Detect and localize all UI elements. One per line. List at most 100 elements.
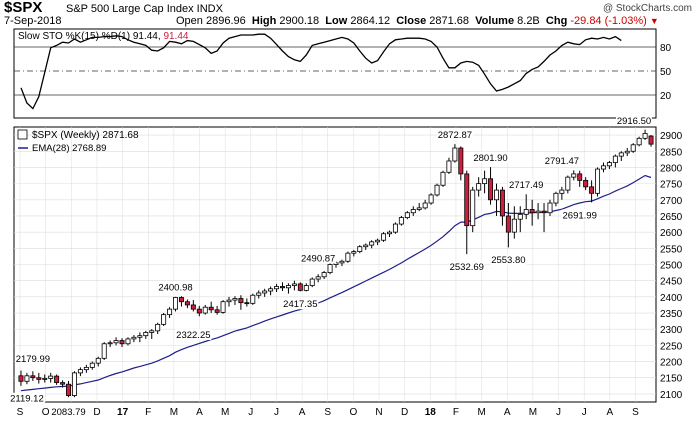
candle-body xyxy=(392,223,398,233)
candle-body xyxy=(190,304,196,310)
volume-value: 8.2B xyxy=(517,15,540,27)
candle-body xyxy=(571,173,577,178)
price-legend-swatch xyxy=(17,129,28,140)
candle-body xyxy=(95,357,101,364)
candle-body xyxy=(494,189,499,201)
candle-body xyxy=(101,343,107,359)
x-axis-label: 18 xyxy=(425,407,437,418)
candle-body xyxy=(422,202,428,209)
candle-body xyxy=(89,362,95,368)
x-axis-label: J xyxy=(274,407,279,418)
x-axis-label: M xyxy=(529,407,537,418)
chg-value: -29.84 (-1.03%) xyxy=(570,15,647,27)
candle-body xyxy=(24,375,30,382)
candle-body xyxy=(42,377,48,380)
price-ytick-label: 2650 xyxy=(660,212,683,223)
low-label: Low xyxy=(325,15,348,27)
candle-body xyxy=(327,264,333,273)
price-ytick-label: 2800 xyxy=(660,163,683,174)
ema-legend: EMA(28) 2768.89 xyxy=(32,143,106,154)
quote-date: 7-Sep-2018 xyxy=(4,15,62,27)
stockcharts-credit[interactable]: @ StockCharts.com xyxy=(602,3,692,14)
candle-body xyxy=(505,215,511,233)
candle-body xyxy=(636,137,642,146)
candle-body xyxy=(71,372,77,396)
x-axis-label: J xyxy=(582,407,587,418)
candle-body xyxy=(345,252,351,262)
candle-body xyxy=(173,297,178,310)
x-axis-label: A xyxy=(607,407,614,418)
candle-body xyxy=(595,168,601,194)
annotation-bg xyxy=(14,353,51,365)
high-label: High xyxy=(251,15,277,27)
symbol-name: S&P 500 Large Cap Index INDX xyxy=(66,3,223,15)
candle-body xyxy=(83,366,89,371)
candle-body xyxy=(589,186,595,194)
candle-body xyxy=(161,314,167,325)
sto-line xyxy=(20,33,622,110)
price-annotation: 2801.90 xyxy=(473,153,507,164)
price-annotation: 2532.69 xyxy=(450,262,484,273)
price-ytick-label: 2700 xyxy=(660,196,683,207)
candle-body xyxy=(606,162,612,167)
candle-body xyxy=(214,309,220,313)
candle-body xyxy=(137,335,143,338)
candle-body xyxy=(529,209,535,214)
candle-body xyxy=(220,301,226,313)
candle-body xyxy=(303,285,309,291)
candle-body xyxy=(482,178,488,185)
annotation-bg xyxy=(543,155,580,167)
candle-body xyxy=(446,160,452,173)
price-ytick-label: 2600 xyxy=(660,228,683,239)
annotation-bg xyxy=(282,298,319,310)
candle-body xyxy=(339,260,345,264)
candle-body xyxy=(196,308,202,314)
price-legend: $SPX (Weekly) 2871.68 xyxy=(32,130,139,141)
chg-label: Chg xyxy=(545,15,568,27)
candle-body xyxy=(398,217,404,225)
candle-body xyxy=(434,184,440,196)
candle-body xyxy=(410,209,416,214)
x-axis-label: D xyxy=(93,407,100,418)
candle-body xyxy=(428,194,434,204)
candle-body xyxy=(517,213,523,220)
candle-body xyxy=(250,294,256,304)
candle-body xyxy=(470,189,476,227)
annotation-bg xyxy=(448,260,485,272)
open-value: 2896.96 xyxy=(205,15,246,27)
annotation-bg xyxy=(50,406,87,418)
price-annotation: 2490.87 xyxy=(301,253,335,264)
candle-body xyxy=(143,332,149,337)
annotation-bg xyxy=(508,179,545,191)
candle-body xyxy=(541,210,547,214)
sto-frame xyxy=(13,28,657,119)
price-ytick-label: 2150 xyxy=(660,374,683,385)
price-annotation: 2691.99 xyxy=(563,210,597,221)
price-ytick-label: 2350 xyxy=(660,309,683,320)
candle-body xyxy=(77,369,83,374)
close-value: 2871.68 xyxy=(429,15,470,27)
sto-legend: Slow STO %K(15) %D(1) 91.44, 91.44 xyxy=(18,31,189,42)
volume-label: Volume xyxy=(475,15,515,27)
price-annotation: 2417.35 xyxy=(283,299,317,310)
x-axis-label: J xyxy=(248,407,253,418)
x-axis-label: A xyxy=(196,407,203,418)
sto-panel: 20 50 80 Slow STO %K(15) %D(1) 91.44, 91.44 xyxy=(13,28,672,119)
price-annotation: 2119.12 xyxy=(10,394,44,405)
candle-body xyxy=(113,340,119,344)
annotation-bg xyxy=(175,329,212,341)
candle-body xyxy=(381,233,387,241)
x-axis-label: O xyxy=(42,407,50,418)
x-axis-label: O xyxy=(349,407,357,418)
price-annotation: 2872.87 xyxy=(438,130,472,141)
candle-body xyxy=(149,330,155,333)
candle-body xyxy=(559,189,565,194)
price-ytick-label: 2750 xyxy=(660,180,683,191)
candle-body xyxy=(48,375,54,379)
x-axis-label: F xyxy=(145,407,151,418)
high-value: 2900.18 xyxy=(279,15,320,27)
x-axis-label: F xyxy=(453,407,459,418)
candle-body xyxy=(262,290,268,294)
candle-body xyxy=(155,323,161,332)
